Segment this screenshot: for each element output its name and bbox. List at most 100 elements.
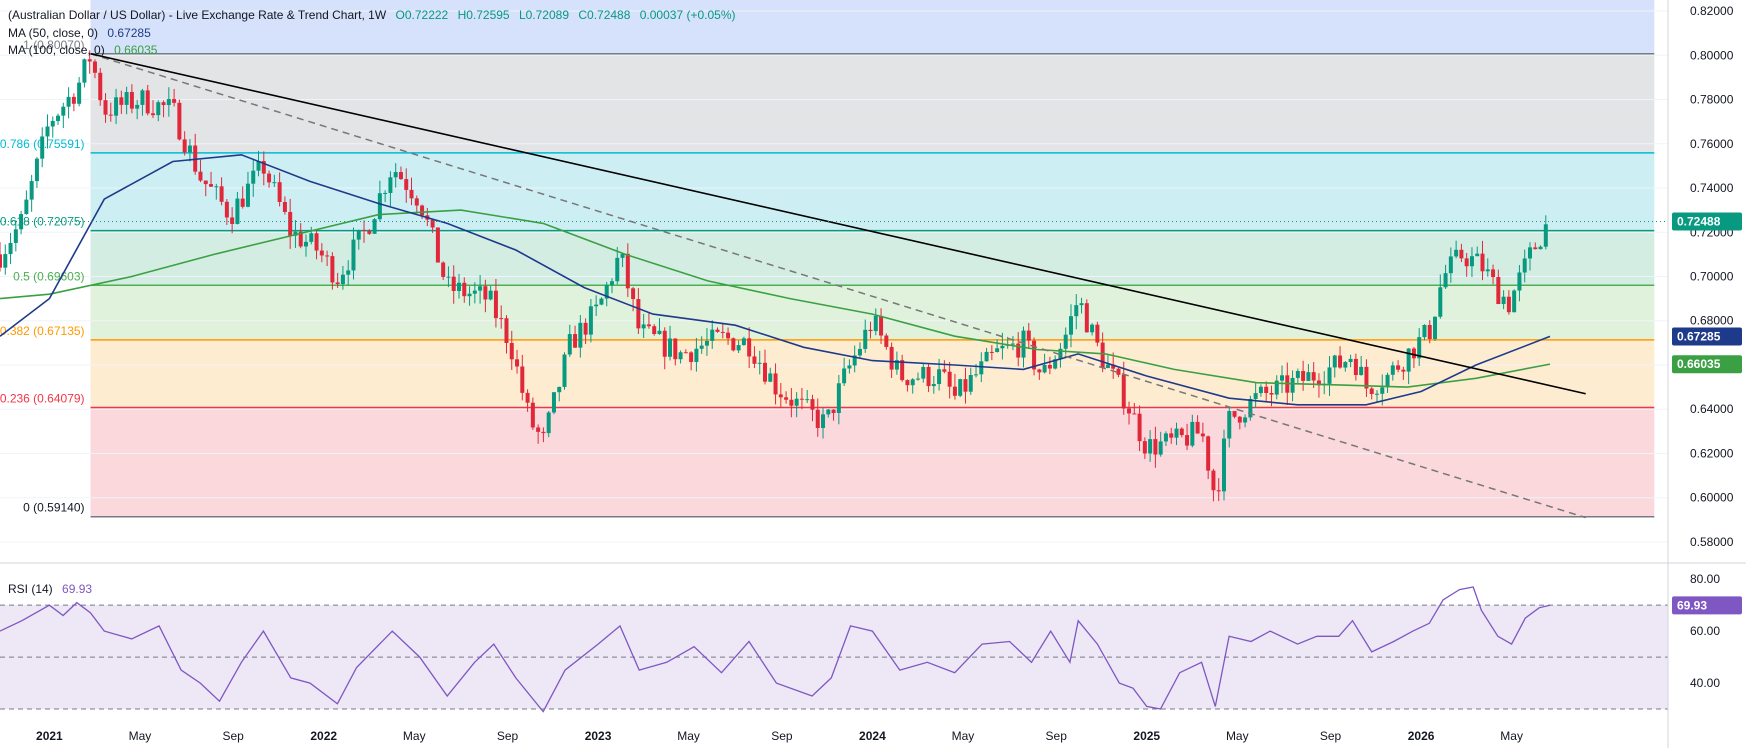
- fib-label-2: 0.382 (0.67135): [0, 324, 85, 338]
- candle-body-22: [114, 97, 119, 116]
- candle-body-27: [140, 90, 145, 105]
- candle-body-231: [1216, 490, 1221, 492]
- candle-body-40: [209, 184, 214, 187]
- candle-body-237: [1248, 398, 1253, 418]
- x-tick-label-6: 2023: [585, 729, 612, 743]
- candle-body-7: [34, 158, 39, 182]
- candle-body-243: [1280, 375, 1285, 381]
- candle-body-240: [1264, 386, 1269, 394]
- candle-body-57: [298, 231, 303, 247]
- y-tick-label-11: 0.80000: [1690, 48, 1734, 62]
- candle-body-288: [1517, 272, 1522, 291]
- candle-body-152: [799, 398, 804, 400]
- candle-body-61: [319, 250, 324, 256]
- candle-body-115: [604, 284, 609, 299]
- candle-body-232: [1221, 438, 1226, 492]
- candle-body-10: [50, 120, 55, 127]
- legend-close: C0.72488: [578, 8, 631, 22]
- candle-body-201: [1058, 348, 1063, 360]
- fib-zone-3: [90, 230, 1655, 286]
- candle-body-175: [921, 367, 926, 379]
- candle-body-46: [240, 198, 245, 207]
- candle-body-33: [172, 99, 177, 103]
- chart-legend-title: (Australian Dollar / US Dollar) - Live E…: [8, 8, 736, 23]
- x-tick-label-3: 2022: [310, 729, 337, 743]
- candle-body-65: [340, 274, 345, 285]
- candle-body-178: [937, 369, 942, 385]
- candle-body-161: [847, 365, 852, 369]
- candle-body-76: [398, 172, 403, 180]
- candle-body-86: [451, 276, 456, 291]
- legend-ma50-label: MA (50, close, 0): [8, 26, 99, 40]
- rsi-line: [0, 586, 1551, 713]
- candle-body-55: [288, 211, 293, 236]
- x-tick-label-4: May: [403, 729, 426, 743]
- candle-body-239: [1258, 386, 1263, 394]
- y-tick-label-0: 0.58000: [1690, 535, 1734, 549]
- candle-body-158: [831, 409, 836, 413]
- fib-zone-2: [90, 285, 1655, 340]
- candle-body-134: [704, 340, 709, 346]
- candle-body-281: [1480, 253, 1485, 272]
- candle-body-264: [1390, 365, 1395, 375]
- candle-body-235: [1237, 416, 1242, 423]
- candle-body-257: [1353, 358, 1358, 376]
- candle-body-82: [430, 219, 435, 228]
- candle-body-284: [1496, 277, 1501, 305]
- candle-body-162: [852, 355, 857, 366]
- legend-symbol-title: (Australian Dollar / US Dollar) - Live E…: [8, 8, 387, 22]
- fib-label-0: 0 (0.59140): [23, 501, 84, 515]
- candle-body-283: [1491, 269, 1496, 278]
- candle-body-94: [493, 290, 498, 319]
- legend-low: L0.72089: [518, 8, 570, 22]
- candle-body-254: [1338, 355, 1343, 368]
- candle-body-141: [741, 338, 746, 346]
- legend-ma50[interactable]: MA (50, close, 0) 0.67285: [8, 26, 151, 41]
- candle-body-275: [1448, 256, 1453, 274]
- rsi-tag-bg: [1672, 596, 1742, 615]
- candle-body-47: [245, 183, 250, 207]
- candle-body-180: [947, 371, 952, 387]
- legend-ma100[interactable]: MA (100, close, 0) 0.66035: [8, 43, 157, 58]
- candle-body-133: [699, 345, 704, 349]
- candle-body-128: [673, 338, 678, 360]
- candle-body-274: [1443, 273, 1448, 288]
- legend-rsi[interactable]: RSI (14) 69.93: [8, 582, 92, 596]
- candle-body-53: [277, 182, 282, 202]
- candle-body-122: [641, 324, 646, 329]
- candle-body-241: [1269, 393, 1274, 395]
- candle-body-104: [546, 412, 551, 434]
- candle-body-285: [1501, 296, 1506, 305]
- candle-body-16: [82, 59, 87, 83]
- candle-body-12: [61, 106, 66, 116]
- candle-body-25: [129, 91, 134, 109]
- candle-body-26: [135, 104, 140, 109]
- legend-ma50-value: 0.67285: [107, 26, 151, 40]
- candle-body-98: [515, 359, 520, 367]
- candle-body-105: [551, 392, 556, 413]
- candle-body-155: [815, 409, 820, 428]
- candle-body-184: [968, 374, 973, 392]
- candle-body-258: [1359, 366, 1364, 376]
- y-tick-label-6: 0.70000: [1690, 270, 1734, 284]
- candle-body-143: [752, 356, 757, 364]
- candle-body-272: [1433, 316, 1438, 339]
- candle-body-215: [1132, 413, 1137, 415]
- rsi-tick-label-0: 40.00: [1690, 676, 1720, 690]
- candle-body-153: [805, 399, 810, 401]
- x-tick-label-7: May: [677, 729, 700, 743]
- candle-body-52: [272, 182, 277, 184]
- candle-body-163: [857, 348, 862, 356]
- candle-body-147: [773, 373, 778, 395]
- y-tick-label-2: 0.62000: [1690, 446, 1734, 460]
- candle-body-121: [636, 299, 641, 329]
- candle-body-189: [995, 348, 1000, 352]
- candle-body-107: [562, 354, 567, 387]
- candle-body-63: [330, 256, 335, 283]
- candle-body-182: [958, 379, 963, 396]
- candle-body-4: [19, 214, 24, 230]
- x-tick-label-12: 2025: [1133, 729, 1160, 743]
- candle-body-114: [599, 298, 604, 305]
